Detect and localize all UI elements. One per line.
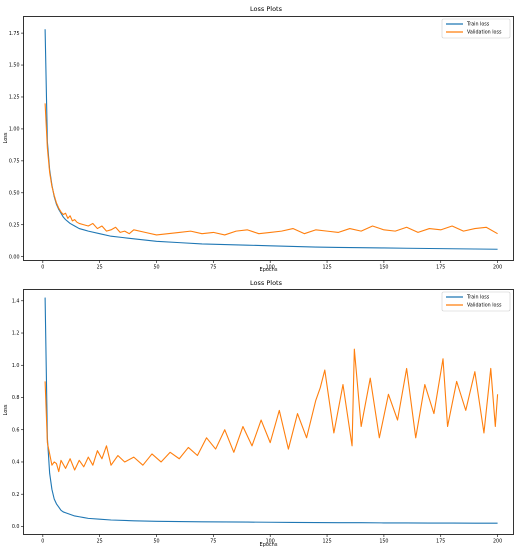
series-line-validation-loss [44, 348, 499, 473]
legend: Train loss Validation loss [441, 18, 511, 39]
y-tick-label: 1.00 [9, 127, 20, 133]
y-tick-label: 0.75 [9, 159, 20, 165]
x-tick-label: 200 [493, 265, 502, 271]
y-tick-label: 0.4 [12, 460, 20, 466]
loss-plot-top: Loss Plots Epochs Loss 0 25 50 75 100 125 150 1… [3, 5, 514, 273]
plot-frame [23, 16, 514, 261]
x-tick-label: 75 [210, 265, 216, 271]
y-tick-label: 0.8 [12, 395, 20, 401]
y-tick-label: 0.50 [9, 190, 20, 196]
y-tick-label: 1.50 [9, 63, 20, 69]
x-tick-label: 75 [210, 539, 216, 545]
x-tick-label: 50 [153, 539, 159, 545]
y-axis-label: Loss [3, 404, 9, 415]
x-tick-label: 200 [493, 539, 502, 545]
y-tick-label: 1.2 [12, 331, 20, 337]
plot-frame [23, 289, 514, 535]
chart-title: Loss Plots [250, 279, 283, 287]
y-axis-label: Loss [3, 132, 9, 143]
x-tick-label: 50 [153, 265, 159, 271]
legend-label-validation: Validation loss [467, 303, 502, 309]
y-tick-label: 1.25 [9, 95, 20, 101]
legend-label-train: Train loss [466, 22, 490, 28]
y-tick-label: 0.2 [12, 492, 20, 498]
x-tick-label: 100 [266, 539, 275, 545]
legend: Train loss Validation loss [441, 291, 511, 312]
x-tick-label: 25 [97, 539, 103, 545]
x-tick-label: 0 [41, 265, 44, 271]
x-tick-label: 150 [379, 265, 388, 271]
y-tick-label: 0.6 [12, 427, 20, 433]
x-tick-label: 25 [97, 265, 103, 271]
legend-label-train: Train loss [466, 295, 490, 301]
x-axis-label: Epochs [260, 542, 278, 548]
y-tick-label: 0.00 [9, 254, 20, 260]
chart-title: Loss Plots [250, 5, 283, 13]
y-tick-label: 1.0 [12, 363, 20, 369]
x-tick-label: 125 [322, 265, 331, 271]
y-tick-label: 0.25 [9, 222, 20, 228]
y-tick-label: 1.75 [9, 31, 20, 37]
x-axis-label: Epochs [260, 267, 278, 273]
y-tick-label: 0.0 [12, 524, 20, 530]
x-tick-label: 125 [322, 539, 331, 545]
x-tick-label: 100 [266, 265, 275, 271]
series-line-validation-loss [44, 103, 498, 236]
x-tick-label: 175 [436, 265, 445, 271]
series-line-train-loss [44, 297, 498, 524]
x-tick-label: 150 [379, 539, 388, 545]
x-tick-label: 0 [41, 539, 44, 545]
x-tick-label: 175 [436, 539, 445, 545]
y-tick-label: 1.4 [12, 298, 20, 304]
loss-plot-bottom: Loss Plots Epochs Loss 0 25 50 75 100 125 150 1… [3, 279, 514, 548]
legend-label-validation: Validation loss [467, 30, 502, 36]
